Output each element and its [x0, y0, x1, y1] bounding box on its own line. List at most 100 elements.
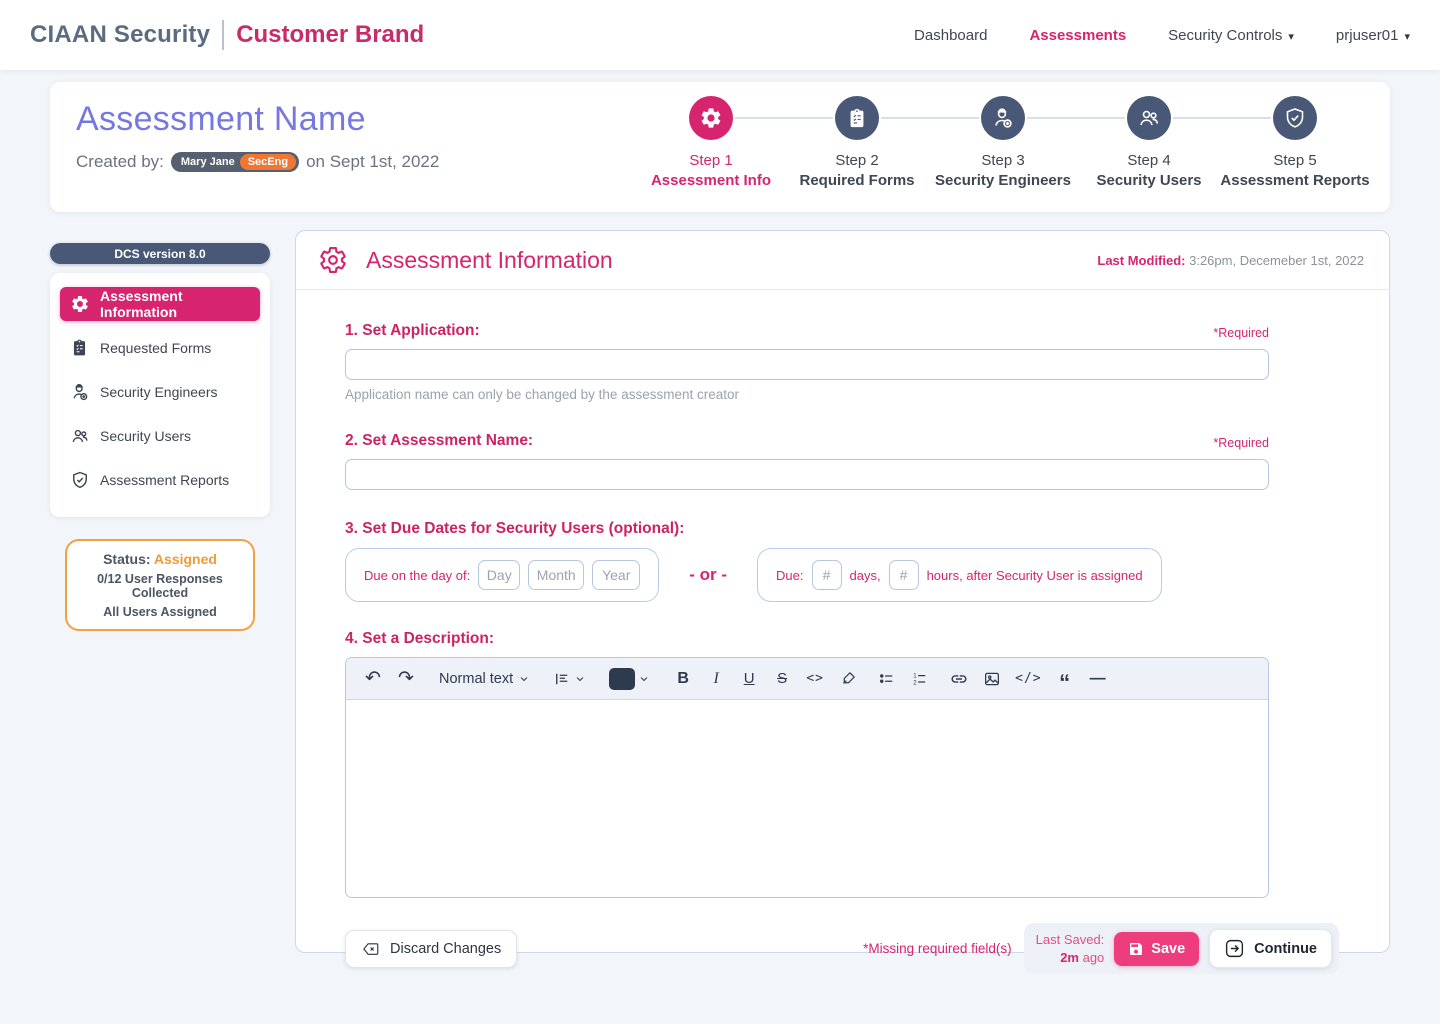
- svg-text:2: 2: [913, 680, 917, 686]
- nav-item-dashboard[interactable]: Dashboard: [914, 26, 988, 44]
- brand-divider: [222, 20, 225, 50]
- nav-item-assessments[interactable]: Assessments: [1029, 26, 1127, 44]
- horizontal-rule-icon[interactable]: —: [1089, 669, 1106, 687]
- set-due-dates-label: 3. Set Due Dates for Security Users (opt…: [345, 520, 685, 537]
- chevron-down-icon: [576, 676, 584, 681]
- step-2-required-forms[interactable]: Step 2 Required Forms: [735, 96, 930, 189]
- list-align-dropdown[interactable]: [550, 665, 589, 693]
- nav-item-security-controls-label: Security Controls: [1168, 26, 1283, 44]
- last-modified-label: Last Modified:: [1097, 252, 1190, 268]
- set-description-label: 4. Set a Description:: [345, 630, 495, 647]
- last-saved-text: Last Saved: 2m ago: [1036, 931, 1105, 966]
- paragraph-style-dropdown[interactable]: Normal text: [434, 665, 533, 693]
- nav-item-user-menu[interactable]: prjuser01 ▾: [1336, 27, 1410, 44]
- save-button[interactable]: Save: [1114, 931, 1200, 966]
- due-day-input[interactable]: [478, 560, 521, 590]
- highlighter-icon[interactable]: [835, 665, 861, 693]
- sidebar-item-label: Assessment Reports: [100, 472, 230, 488]
- description-textarea[interactable]: [346, 700, 1268, 897]
- step-5-assessment-reports[interactable]: Step 5 Assessment Reports: [1173, 96, 1370, 189]
- chevron-down-icon: [640, 676, 648, 681]
- days-suffix: days,: [849, 567, 881, 583]
- link-icon[interactable]: [946, 665, 972, 693]
- assessment-name-input[interactable]: [345, 459, 1269, 490]
- panel-header: Assessment Information Last Modified: 3:…: [296, 231, 1389, 290]
- undo-icon[interactable]: ↶: [365, 668, 381, 689]
- created-by-line: Created by: Mary Jane SecEng on Sept 1st…: [76, 152, 439, 172]
- due-year-input[interactable]: [592, 560, 641, 590]
- editor-toolbar: ↶ ↷ Normal text B I U S <>: [346, 658, 1268, 700]
- creator-name: Mary Jane: [180, 156, 235, 168]
- step-number: Step 1: [689, 152, 733, 169]
- image-icon[interactable]: [979, 665, 1005, 693]
- panel-footer: Discard Changes *Missing required field(…: [345, 923, 1339, 974]
- sidebar-item-security-engineers[interactable]: Security Engineers: [60, 375, 260, 409]
- bold-button[interactable]: B: [677, 669, 689, 687]
- engineer-add-icon: [70, 382, 90, 402]
- save-label: Save: [1151, 940, 1186, 957]
- redo-icon[interactable]: ↷: [398, 668, 414, 689]
- sidebar-item-security-users[interactable]: Security Users: [60, 419, 260, 453]
- nav-menu: Dashboard Assessments Security Controls …: [914, 27, 1410, 44]
- gear-icon: [689, 96, 733, 140]
- sidebar-item-requested-forms[interactable]: Requested Forms: [60, 331, 260, 365]
- due-days-input[interactable]: [811, 560, 842, 590]
- strikethrough-button[interactable]: S: [777, 670, 788, 687]
- users-icon: [1127, 96, 1171, 140]
- creator-role-badge: SecEng: [239, 154, 297, 170]
- align-lines-icon: [556, 673, 568, 684]
- save-area: Last Saved: 2m ago Save Continue: [1023, 923, 1339, 974]
- set-assessment-name-label: 2. Set Assessment Name:: [345, 432, 534, 449]
- step-4-security-users[interactable]: Step 4 Security Users: [1027, 96, 1222, 189]
- clipboard-icon: [835, 96, 879, 140]
- assessment-header-card: Assessment Name Created by: Mary Jane Se…: [50, 82, 1390, 212]
- step-label: Security Engineers: [935, 172, 1071, 189]
- text-color-swatch[interactable]: [606, 665, 653, 693]
- sidebar-item-label: Security Engineers: [100, 384, 218, 400]
- step-label: Assessment Reports: [1220, 172, 1370, 189]
- page-title: Assessment Name: [76, 100, 366, 138]
- due-hours-input[interactable]: [888, 560, 919, 590]
- discard-changes-label: Discard Changes: [390, 940, 502, 957]
- sidebar-item-assessment-reports[interactable]: Assessment Reports: [60, 463, 260, 497]
- due-on-day-label: Due on the day of:: [364, 567, 471, 583]
- users-assigned-text: All Users Assigned: [103, 605, 217, 619]
- chevron-down-icon: ▾: [1404, 30, 1410, 43]
- arrow-right-icon: [1226, 939, 1244, 958]
- blockquote-icon[interactable]: “: [1059, 670, 1071, 696]
- top-navbar: CIAAN Security Customer Brand Dashboard …: [0, 0, 1440, 70]
- continue-button[interactable]: Continue: [1209, 929, 1332, 968]
- color-swatch: [609, 667, 636, 690]
- code-block-icon[interactable]: </>: [1015, 671, 1042, 686]
- shield-check-icon: [70, 470, 90, 490]
- version-badge: DCS version 8.0: [50, 243, 270, 264]
- panel-title: Assessment Information: [366, 246, 613, 273]
- gear-icon: [70, 294, 90, 314]
- underline-button[interactable]: U: [743, 670, 755, 687]
- step-number: Step 4: [1127, 152, 1171, 169]
- step-number: Step 5: [1273, 152, 1317, 169]
- last-saved-label: Last Saved:: [1035, 931, 1105, 947]
- absolute-due-date-group: Due on the day of:: [345, 548, 660, 602]
- last-saved-suffix: ago: [1078, 949, 1105, 965]
- bullet-list-icon[interactable]: [874, 665, 900, 693]
- discard-changes-button[interactable]: Discard Changes: [345, 929, 518, 968]
- backspace-icon: [363, 942, 379, 955]
- clipboard-icon: [70, 338, 90, 358]
- brand-primary-text: CIAAN Security: [30, 21, 211, 48]
- italic-button[interactable]: I: [713, 669, 719, 687]
- created-by-prefix: Created by:: [76, 152, 164, 171]
- sidebar-item-assessment-information[interactable]: Assessment Information: [60, 287, 260, 321]
- nav-item-security-controls[interactable]: Security Controls ▾: [1168, 27, 1294, 44]
- last-modified: Last Modified: 3:26pm, Decemeber 1st, 20…: [1097, 253, 1364, 268]
- step-label: Assessment Info: [650, 172, 772, 189]
- status-line: Status: Assigned: [73, 551, 247, 567]
- chevron-down-icon: [520, 676, 528, 681]
- svg-text:1: 1: [913, 673, 917, 679]
- inline-code-button[interactable]: <>: [806, 671, 824, 686]
- application-name-input[interactable]: [345, 349, 1269, 380]
- step-1-assessment-info[interactable]: Step 1 Assessment Info: [638, 96, 784, 189]
- due-month-input[interactable]: [528, 560, 585, 590]
- step-3-security-engineers[interactable]: Step 3 Security Engineers: [881, 96, 1076, 189]
